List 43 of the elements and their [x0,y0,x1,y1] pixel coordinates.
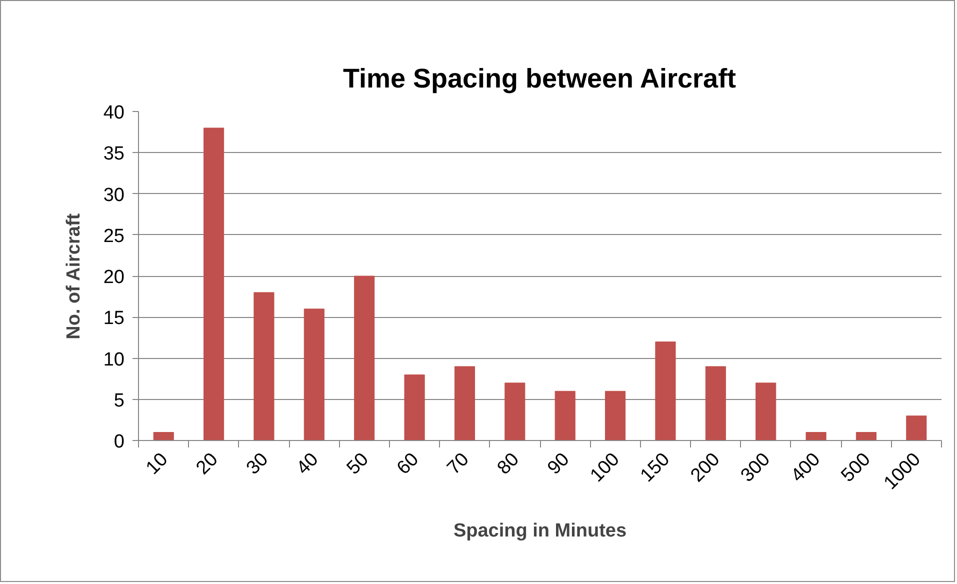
bar [203,128,224,440]
y-tick-label: 10 [103,349,125,370]
y-tick-label: 15 [103,308,125,330]
bar [304,308,324,440]
x-tick-label: 300 [737,449,774,486]
y-tick-label: 40 [103,102,125,124]
bar [504,382,526,440]
x-tick-label: 100 [586,449,624,486]
y-tick-label: 0 [114,432,125,452]
bar [454,366,476,440]
x-tick-label: 40 [292,449,323,479]
y-tick-label: 25 [103,226,125,247]
x-tick-label: 30 [242,449,272,479]
bar [404,374,425,440]
y-axis-title: No. of Aircraft [63,212,84,340]
x-tick-label: 150 [636,449,674,486]
bar [254,292,274,440]
x-tick-label: 400 [787,449,825,486]
y-tick-label: 30 [103,184,125,206]
x-tick-label: 80 [494,449,524,479]
x-tick-label: 10 [142,449,172,479]
bar [856,432,877,440]
chart-title: Time Spacing between Aircraft [342,64,736,94]
bar [705,366,726,440]
x-axis-title: Spacing in Minutes [453,520,627,542]
bar [906,416,927,440]
bar [806,432,826,440]
x-tick-label: 90 [544,449,574,479]
bar [756,382,776,440]
x-tick-label: 70 [443,449,474,479]
bar [354,276,375,440]
bar [655,342,676,440]
x-tick-label: 50 [343,449,373,479]
x-tick-label: 500 [837,449,875,486]
x-tick-label: 20 [192,449,222,479]
x-tick-label: 200 [686,449,724,486]
y-tick-label: 20 [103,267,125,288]
y-tick-label: 5 [114,390,125,412]
bar [554,390,576,440]
bar [153,432,174,440]
bar [604,390,626,440]
x-tick-label: 60 [393,449,424,479]
y-tick-label: 35 [103,144,125,165]
